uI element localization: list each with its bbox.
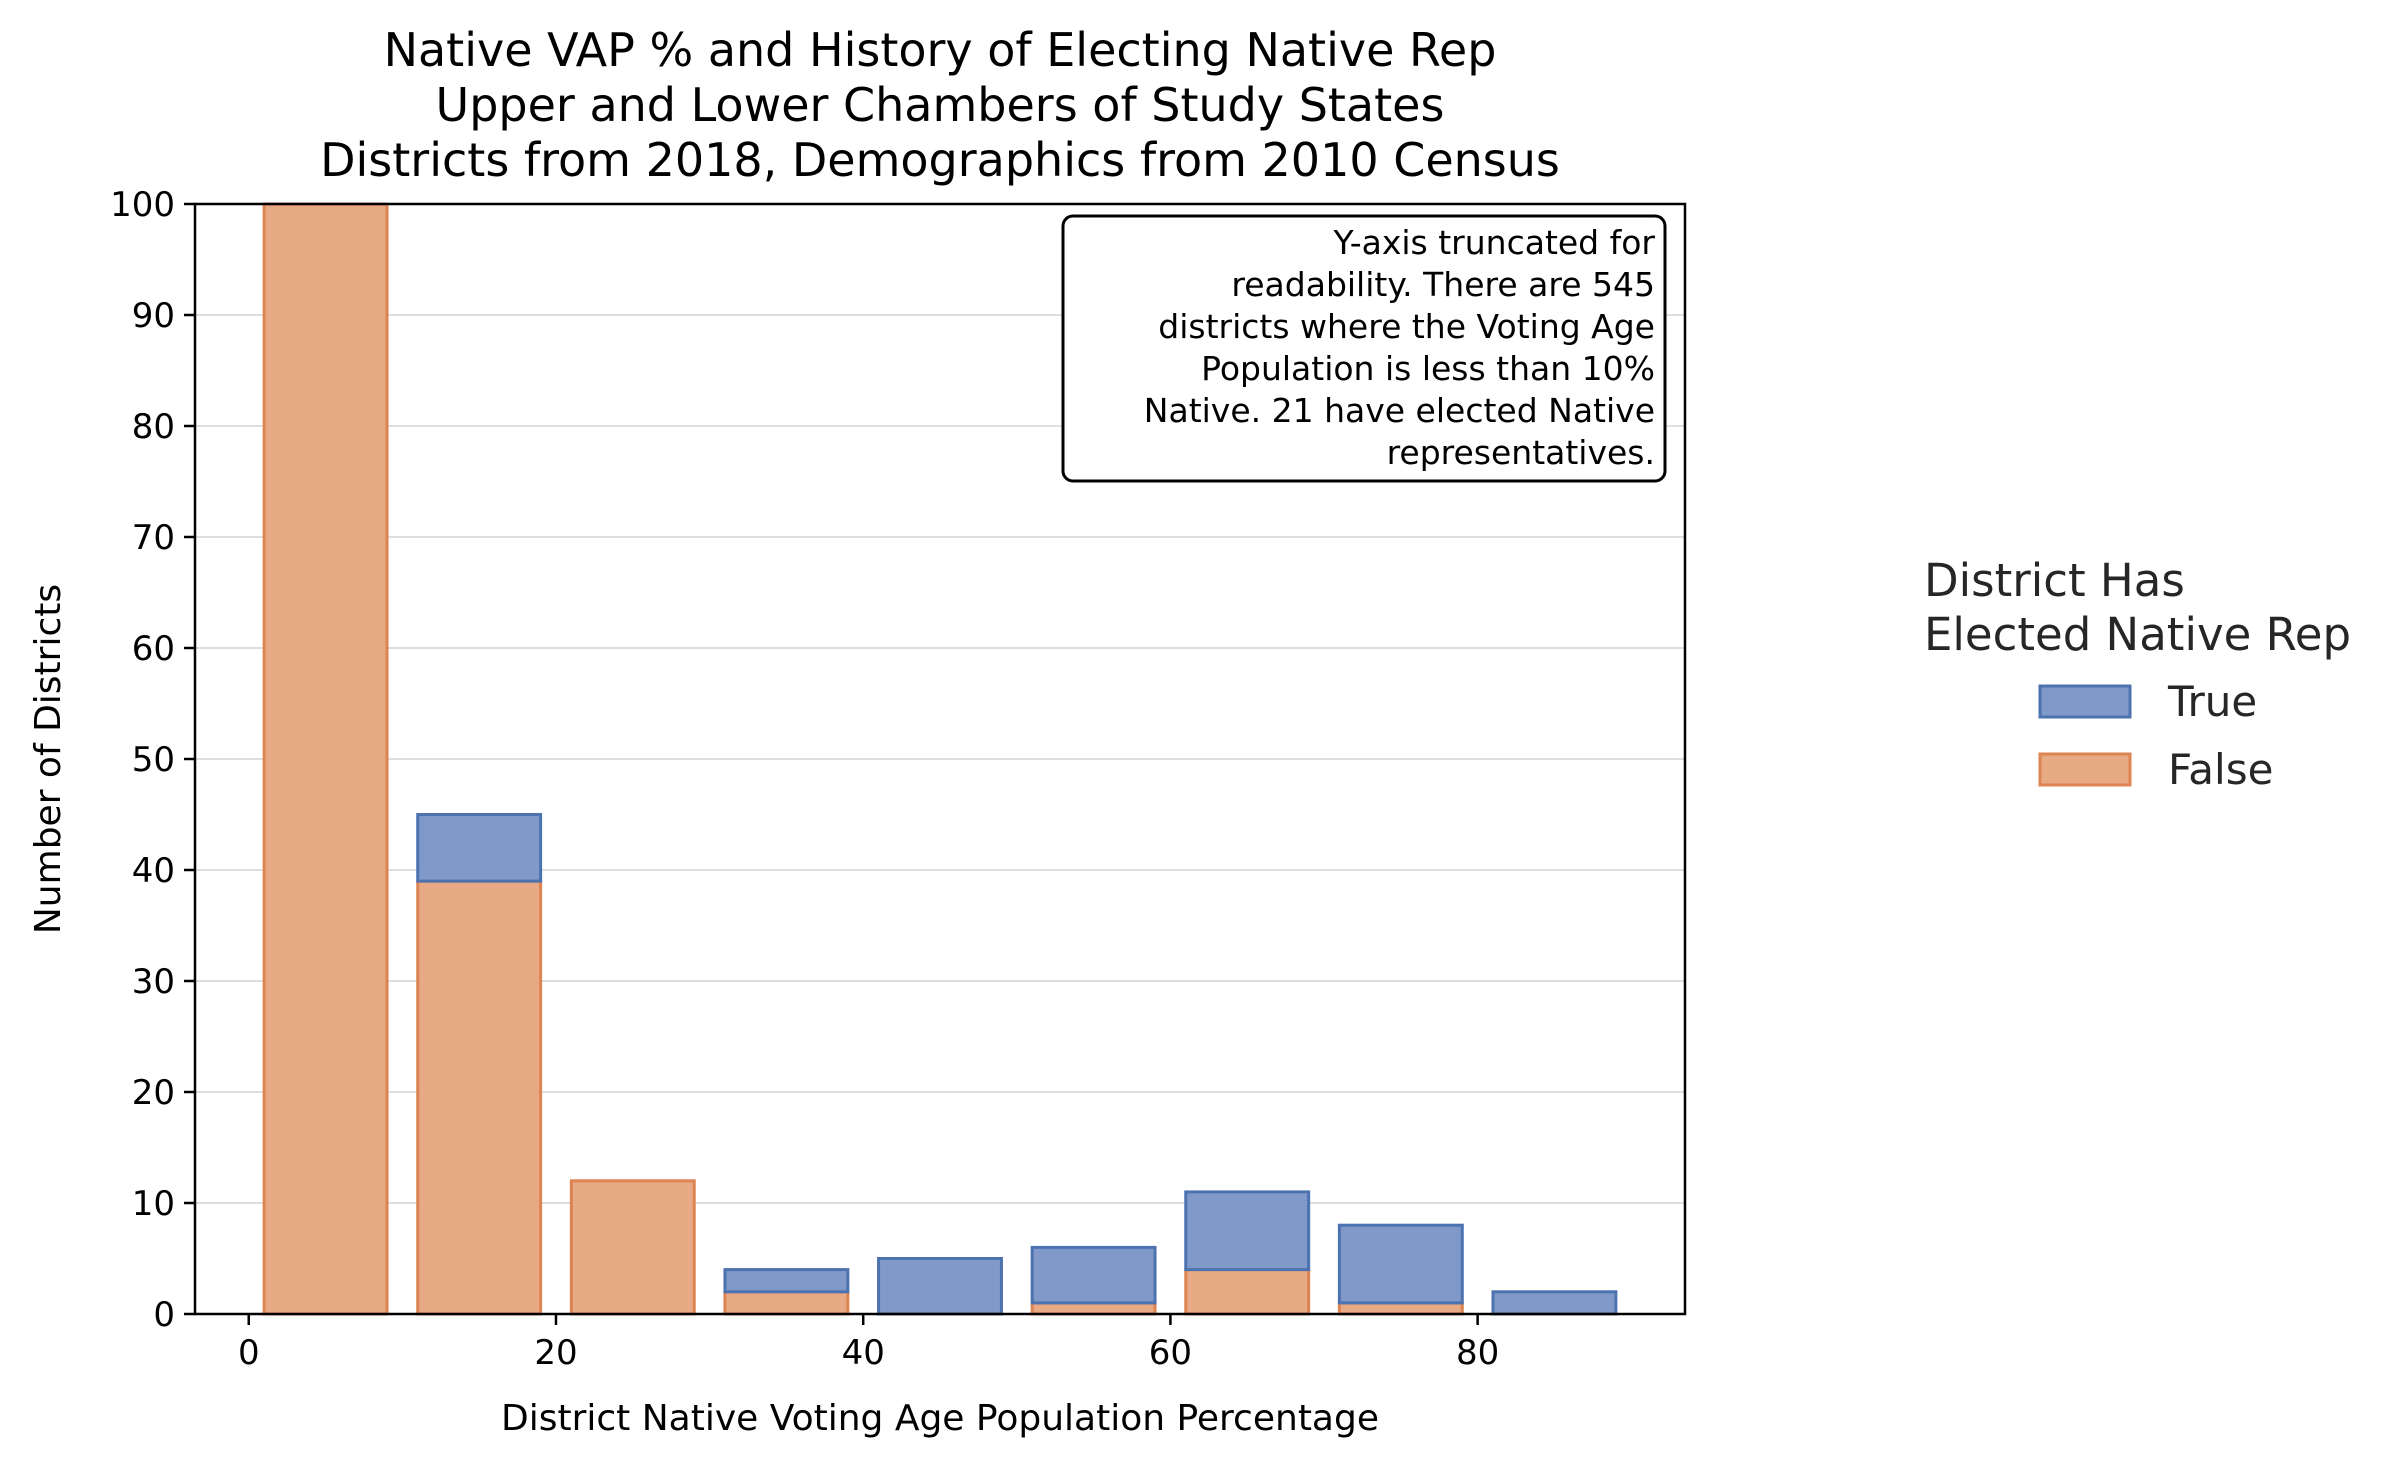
x-axis-ticks: 0 20 40 60 80 [238, 1314, 1499, 1373]
y-tick-label: 60 [132, 629, 175, 669]
y-tick-label: 40 [132, 851, 175, 891]
y-tick-label: 80 [132, 407, 175, 447]
y-tick-label: 20 [132, 1073, 175, 1113]
bar-false-7 [1337, 1301, 1464, 1316]
y-tick-label: 0 [153, 1295, 175, 1335]
legend-title-line: Elected Native Rep [1924, 608, 2351, 661]
y-tick-label: 10 [132, 1184, 175, 1224]
legend-swatch-true [2038, 684, 2132, 719]
bar-false-1 [416, 879, 543, 1316]
y-axis-ticks: 0 10 20 30 40 50 60 70 80 90 100 [110, 185, 195, 1335]
bar-true-7 [1337, 1223, 1464, 1305]
legend-label-false: False [2168, 745, 2273, 794]
bar-false-5 [1030, 1301, 1157, 1316]
x-tick-label: 20 [534, 1333, 577, 1373]
chart-title-line: Districts from 2018, Demographics from 2… [320, 133, 1560, 187]
bar-true-4 [877, 1257, 1003, 1316]
y-tick-label: 90 [132, 296, 175, 336]
annotation-line: representatives. [1387, 433, 1655, 472]
bar-false-0 [262, 202, 389, 1316]
y-tick-label: 50 [132, 740, 175, 780]
annotation-line: Population is less than 10% [1201, 349, 1655, 388]
chart-title: Native VAP % and History of Electing Nat… [320, 23, 1560, 187]
bar-true-1 [416, 813, 543, 883]
annotation-line: districts where the Voting Age [1158, 307, 1655, 346]
bar-true-6 [1184, 1190, 1311, 1272]
x-tick-label: 80 [1456, 1333, 1499, 1373]
bar-false-2 [569, 1179, 696, 1316]
legend-title-line: District Has [1924, 554, 2185, 607]
y-tick-label: 70 [132, 518, 175, 558]
y-tick-label: 30 [132, 962, 175, 1002]
bar-false-3 [723, 1290, 850, 1316]
x-tick-label: 60 [1149, 1333, 1192, 1373]
y-tick-label: 100 [110, 185, 175, 225]
bar-true-8 [1491, 1290, 1618, 1316]
bars [262, 202, 1618, 1316]
chart-title-line: Native VAP % and History of Electing Nat… [384, 23, 1497, 77]
annotation-line: Y-axis truncated for [1332, 223, 1655, 262]
chart-title-line: Upper and Lower Chambers of Study States [436, 78, 1445, 132]
bar-true-5 [1030, 1245, 1157, 1305]
bar-true-3 [723, 1268, 850, 1294]
y-axis-label: Number of Districts [28, 584, 69, 934]
x-tick-label: 0 [238, 1333, 260, 1373]
x-axis-label: District Native Voting Age Population Pe… [501, 1398, 1379, 1439]
bar-false-6 [1184, 1268, 1311, 1316]
legend-label-true: True [2167, 677, 2257, 726]
annotation-frame [1061, 214, 1667, 483]
annotation-line: Native. 21 have elected Native [1144, 391, 1655, 430]
legend-swatch-false [2038, 752, 2132, 787]
x-tick-label: 40 [842, 1333, 885, 1373]
annotation-line: readability. There are 545 [1231, 265, 1655, 304]
